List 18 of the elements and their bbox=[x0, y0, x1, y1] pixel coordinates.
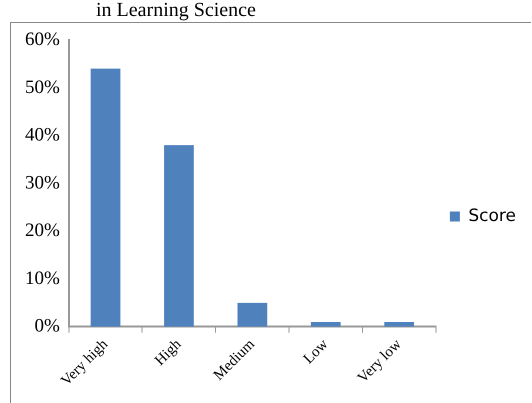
bar bbox=[237, 302, 268, 327]
legend-label: Score bbox=[468, 206, 516, 226]
x-tick-label: Very high bbox=[58, 336, 112, 390]
x-tick-label: Very low bbox=[354, 336, 405, 386]
bar bbox=[310, 322, 341, 327]
x-tick-label: Low bbox=[300, 336, 332, 368]
y-tick-label: 0% bbox=[34, 316, 60, 337]
y-tick-label: 60% bbox=[25, 28, 60, 50]
y-tick-label: 40% bbox=[25, 124, 60, 146]
x-tick-label: High bbox=[152, 336, 185, 369]
chart-title: in Learning Science bbox=[96, 0, 256, 21]
y-tick-label: 30% bbox=[25, 172, 60, 194]
bar bbox=[90, 68, 120, 327]
bar bbox=[164, 145, 194, 327]
y-tick-label: 50% bbox=[25, 76, 60, 98]
y-tick-label: 10% bbox=[25, 268, 60, 289]
y-tick-label: 20% bbox=[25, 220, 60, 242]
bar bbox=[384, 322, 414, 327]
